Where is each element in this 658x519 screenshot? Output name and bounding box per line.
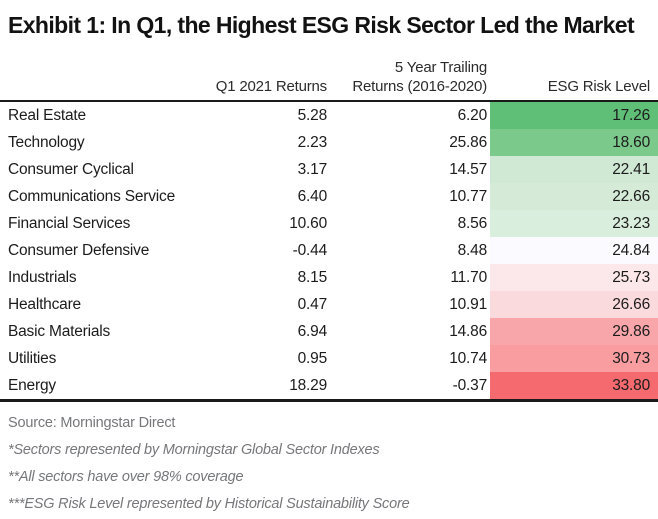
table-row: Real Estate 5.28 6.20 17.26 <box>0 102 658 129</box>
trailing-return-value: 11.70 <box>450 269 487 286</box>
esg-risk-value: 33.80 <box>490 372 658 399</box>
q1-return-value: -0.44 <box>292 242 328 259</box>
sector-name: Healthcare <box>8 296 81 313</box>
header-trailing-returns-line1: 5 Year Trailing <box>394 59 487 76</box>
footnote-coverage: **All sectors have over 98% coverage <box>8 469 244 485</box>
trailing-return-value: 14.86 <box>449 323 487 340</box>
q1-return-value: 6.94 <box>297 323 328 340</box>
sector-name: Technology <box>8 134 85 151</box>
header-trailing-returns: 5 Year Trailing Returns (2016-2020) <box>330 58 490 96</box>
table-row: Healthcare 0.47 10.91 26.66 <box>0 291 658 318</box>
q1-return-value: 10.60 <box>289 215 327 232</box>
table-row: Utilities 0.95 10.74 30.73 <box>0 345 658 372</box>
sector-name: Communications Service <box>8 188 176 205</box>
esg-risk-value: 30.73 <box>490 345 658 372</box>
trailing-return-value: -0.37 <box>452 377 488 394</box>
esg-risk-value: 18.60 <box>490 129 658 156</box>
sector-name: Financial Services <box>8 215 131 232</box>
trailing-return-value: 25.86 <box>449 134 487 151</box>
esg-risk-value: 23.23 <box>490 210 658 237</box>
sector-name: Consumer Defensive <box>8 242 150 259</box>
trailing-return-value: 8.56 <box>457 215 488 232</box>
q1-return-value: 18.29 <box>289 377 327 394</box>
trailing-return-value: 6.20 <box>457 107 488 124</box>
footnote-esg-score: ***ESG Risk Level represented by Histori… <box>8 496 410 512</box>
q1-return-value: 6.40 <box>297 188 328 205</box>
table-row: Financial Services 10.60 8.56 23.23 <box>0 210 658 237</box>
esg-risk-value: 22.41 <box>490 156 658 183</box>
esg-risk-value: 26.66 <box>490 291 658 318</box>
esg-risk-value: 25.73 <box>490 264 658 291</box>
sector-name: Industrials <box>8 269 77 286</box>
q1-return-value: 3.17 <box>297 161 328 178</box>
table-row: Consumer Defensive -0.44 8.48 24.84 <box>0 237 658 264</box>
header-trailing-returns-line2: Returns (2016-2020) <box>352 78 487 95</box>
table-row: Consumer Cyclical 3.17 14.57 22.41 <box>0 156 658 183</box>
sector-name: Real Estate <box>8 107 86 124</box>
esg-risk-value: 24.84 <box>490 237 658 264</box>
header-q1-returns: Q1 2021 Returns <box>215 78 327 95</box>
sector-name: Energy <box>8 377 56 394</box>
q1-return-value: 0.95 <box>297 350 328 367</box>
table-row: Industrials 8.15 11.70 25.73 <box>0 264 658 291</box>
esg-risk-value: 22.66 <box>490 183 658 210</box>
esg-risk-value: 29.86 <box>490 318 658 345</box>
source-text: Source: Morningstar Direct <box>8 415 176 431</box>
table-row: Energy 18.29 -0.37 33.80 <box>0 372 658 399</box>
q1-return-value: 2.23 <box>297 134 328 151</box>
sector-name: Basic Materials <box>8 323 111 340</box>
table-row: Communications Service 6.40 10.77 22.66 <box>0 183 658 210</box>
footnote-sectors: *Sectors represented by Morningstar Glob… <box>8 442 380 458</box>
trailing-return-value: 8.48 <box>457 242 488 259</box>
q1-return-value: 5.28 <box>297 107 328 124</box>
trailing-return-value: 10.91 <box>449 296 487 313</box>
trailing-return-value: 14.57 <box>449 161 487 178</box>
trailing-return-value: 10.77 <box>449 188 487 205</box>
table-row: Basic Materials 6.94 14.86 29.86 <box>0 318 658 345</box>
q1-return-value: 8.15 <box>297 269 328 286</box>
footer-notes: Source: Morningstar Direct *Sectors repr… <box>0 402 658 518</box>
table-row: Technology 2.23 25.86 18.60 <box>0 129 658 156</box>
sector-name: Consumer Cyclical <box>8 161 134 178</box>
exhibit-title: Exhibit 1: In Q1, the Highest ESG Risk S… <box>8 12 635 38</box>
sector-name: Utilities <box>8 350 57 367</box>
table-body: Real Estate 5.28 6.20 17.26 Technology 2… <box>0 102 658 399</box>
header-esg-risk-level: ESG Risk Level <box>547 78 650 95</box>
q1-return-value: 0.47 <box>297 296 328 313</box>
table-bottom-border <box>0 399 658 402</box>
table-header-row: Q1 2021 Returns 5 Year Trailing Returns … <box>0 39 658 102</box>
esg-risk-value: 17.26 <box>490 102 658 129</box>
trailing-return-value: 10.74 <box>449 350 487 367</box>
